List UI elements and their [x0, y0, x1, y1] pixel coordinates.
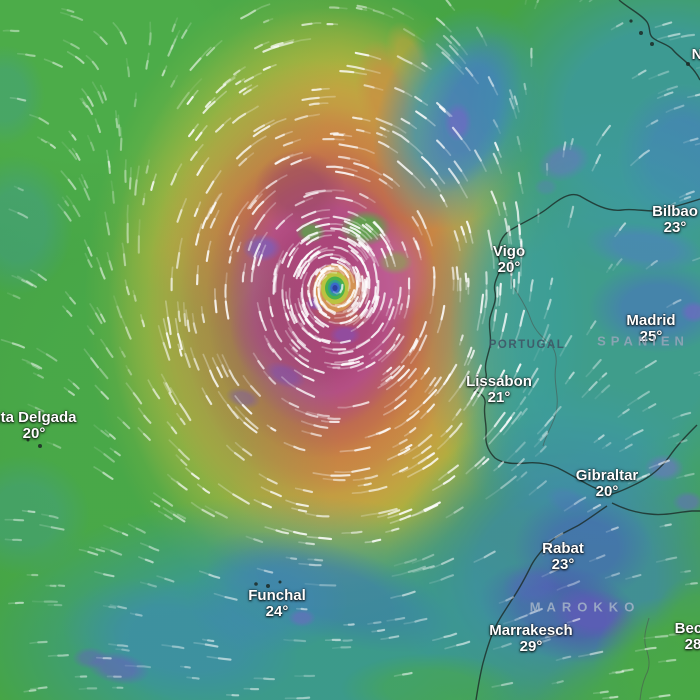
- city-label-madrid[interactable]: Madrid 25°: [626, 313, 675, 345]
- city-temp: 24°: [265, 603, 289, 620]
- city-temp: 23°: [663, 219, 687, 236]
- city-temp: 20°: [595, 483, 619, 500]
- city-name: nta Delgada: [0, 409, 77, 426]
- city-temp: 20°: [22, 425, 46, 442]
- city-label-lissabon[interactable]: Lissabon 21°: [466, 374, 532, 406]
- city-name: Funchal: [248, 587, 306, 604]
- city-name: N: [691, 46, 700, 63]
- city-temp: 21°: [487, 389, 511, 406]
- city-label-rabat[interactable]: Rabat 23°: [542, 541, 584, 573]
- city-label-gibraltar[interactable]: Gibraltar 20°: [576, 468, 639, 500]
- city-label-vigo[interactable]: Vigo 20°: [493, 244, 525, 276]
- city-label-bechar-cutoff[interactable]: Bech 28: [675, 621, 700, 653]
- city-label-bilbao[interactable]: Bilbao 23°: [652, 204, 698, 236]
- city-name: Rabat: [542, 540, 584, 557]
- city-label-marrakesch[interactable]: Marrakesch 29°: [489, 623, 572, 655]
- city-name: Bech: [674, 620, 700, 637]
- city-label-funchal[interactable]: Funchal 24°: [248, 588, 306, 620]
- city-name: Lissabon: [466, 373, 532, 390]
- city-temp: 20°: [497, 259, 521, 276]
- city-temp: 25°: [639, 328, 663, 345]
- city-name: Madrid: [626, 312, 676, 329]
- city-temp: 29°: [519, 638, 543, 655]
- city-name: Gibraltar: [575, 467, 639, 484]
- city-temp: 28: [684, 636, 700, 653]
- city-label-ponta-delgada[interactable]: nta Delgada 20°: [0, 410, 77, 442]
- city-label-n-cutoff[interactable]: N: [692, 47, 700, 63]
- city-name: Marrakesch: [489, 622, 573, 639]
- city-temp: 23°: [551, 556, 575, 573]
- city-name: Bilbao: [652, 203, 698, 220]
- city-name: Vigo: [492, 243, 526, 260]
